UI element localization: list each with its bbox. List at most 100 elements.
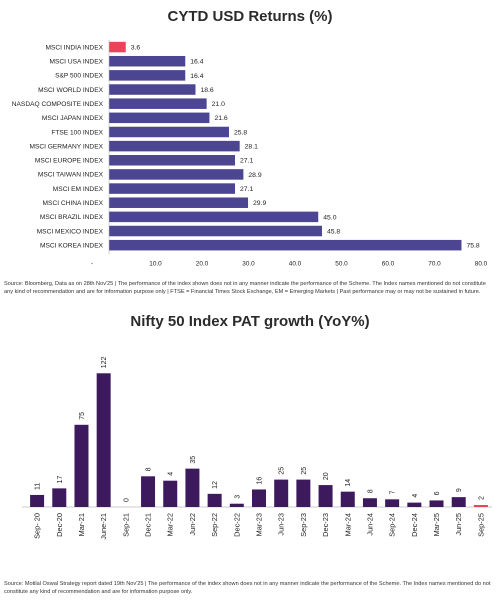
bar bbox=[109, 225, 322, 237]
data-label: 3.6 bbox=[131, 44, 141, 51]
x-tick-label: Jun-24 bbox=[365, 513, 374, 536]
bar bbox=[429, 500, 444, 507]
x-tick-label: Sep-23 bbox=[299, 513, 308, 537]
data-label: 16.4 bbox=[190, 59, 203, 66]
x-tick-label: 10.0 bbox=[149, 260, 162, 267]
x-tick-label: Jun-23 bbox=[277, 513, 286, 536]
category-label: MSCI TAIWAN INDEX bbox=[38, 172, 104, 179]
bar bbox=[229, 503, 244, 507]
bar bbox=[109, 70, 186, 81]
category-label: MSCI KOREA INDEX bbox=[40, 242, 104, 249]
x-tick-label: Mar-21 bbox=[77, 513, 86, 536]
data-label: 12 bbox=[212, 481, 219, 489]
x-tick-label: Dec-24 bbox=[410, 513, 419, 537]
returns-chart-source-note: Source: Bloomberg, Data as on 28th Nov'2… bbox=[4, 281, 486, 295]
data-label: 18.6 bbox=[200, 87, 213, 94]
data-label: 29.9 bbox=[253, 200, 266, 207]
category-label: MSCI JAPAN INDEX bbox=[42, 115, 104, 122]
bar bbox=[451, 497, 466, 507]
bar bbox=[362, 498, 377, 507]
category-label: NASDAQ COMPOSITE INDEX bbox=[12, 101, 104, 108]
bar bbox=[296, 479, 311, 507]
data-label: 75.8 bbox=[466, 243, 479, 250]
bar bbox=[141, 476, 156, 507]
bar bbox=[109, 140, 240, 152]
x-tick-label: Dec-21 bbox=[144, 513, 153, 537]
category-label: MSCI GERMANY INDEX bbox=[29, 143, 103, 150]
bar bbox=[109, 41, 126, 53]
returns-chart-title: CYTD USD Returns (%) bbox=[167, 8, 333, 25]
bar bbox=[318, 485, 333, 507]
x-tick-label: Dec-23 bbox=[321, 513, 330, 537]
data-label: 21.0 bbox=[212, 101, 225, 108]
bar bbox=[407, 502, 422, 507]
data-label: 28.1 bbox=[245, 144, 258, 151]
bar bbox=[52, 488, 67, 507]
x-tick-label: 80.0 bbox=[475, 260, 488, 267]
data-label: 45.0 bbox=[323, 214, 336, 221]
bar bbox=[109, 112, 210, 124]
x-tick-label: Dec-20 bbox=[55, 513, 64, 537]
bar bbox=[109, 98, 207, 109]
bar bbox=[109, 239, 462, 251]
x-tick-label: Mar-24 bbox=[343, 513, 352, 536]
pat-chart-source-note: Source: Motilal Oswal Strategy report da… bbox=[4, 581, 491, 595]
data-label: 4 bbox=[412, 494, 419, 498]
data-label: 9 bbox=[456, 488, 463, 492]
data-label: 122 bbox=[101, 357, 108, 369]
category-label: MSCI EM INDEX bbox=[53, 186, 104, 193]
x-tick-label: Sep-25 bbox=[476, 513, 485, 537]
category-label: FTSE 100 INDEX bbox=[51, 129, 103, 136]
bar bbox=[274, 479, 289, 507]
bar bbox=[74, 424, 89, 507]
data-label: 8 bbox=[367, 489, 374, 493]
data-label: 45.8 bbox=[327, 228, 340, 235]
data-label: 14 bbox=[345, 479, 352, 487]
data-label: 25.8 bbox=[234, 129, 247, 136]
x-tick-label: Sep-21 bbox=[121, 513, 130, 537]
bar bbox=[207, 493, 222, 507]
data-label: 75 bbox=[79, 412, 86, 420]
data-label: 11 bbox=[35, 483, 42, 490]
category-label: MSCI USA INDEX bbox=[50, 59, 104, 66]
x-tick-label: June-21 bbox=[99, 513, 108, 540]
bar bbox=[30, 494, 45, 507]
bar bbox=[473, 505, 488, 507]
data-label: 21.6 bbox=[214, 115, 227, 122]
data-label: 20 bbox=[323, 472, 330, 480]
data-label: 27.1 bbox=[240, 158, 253, 165]
x-tick-label: Mar-22 bbox=[166, 513, 175, 536]
data-label: 3 bbox=[234, 495, 241, 499]
x-tick-label: - bbox=[91, 260, 93, 267]
bar bbox=[96, 373, 111, 507]
data-label: 7 bbox=[390, 490, 397, 494]
x-tick-label: 20.0 bbox=[196, 260, 209, 267]
data-label: 27.1 bbox=[240, 186, 253, 193]
category-label: MSCI EUROPE INDEX bbox=[35, 158, 104, 165]
returns-bar-chart: MSCI INDIA INDEX 3.6 MSCI USA INDEX 16.4 S&P… bbox=[12, 40, 488, 267]
x-tick-label: 50.0 bbox=[335, 260, 348, 267]
data-label: 2 bbox=[478, 496, 485, 500]
x-tick-label: Mar-23 bbox=[255, 513, 264, 536]
bar bbox=[109, 197, 249, 208]
category-label: MSCI INDIA INDEX bbox=[45, 44, 103, 51]
x-tick-label: Dec-22 bbox=[232, 513, 241, 537]
data-label: 0 bbox=[123, 498, 130, 502]
x-tick-label: Jun-25 bbox=[454, 513, 463, 536]
bar bbox=[252, 489, 266, 507]
x-tick-label: Mar-25 bbox=[432, 513, 441, 536]
data-label: 4 bbox=[168, 472, 175, 476]
category-label: MSCI MEXICO INDEX bbox=[37, 228, 104, 235]
data-label: 16 bbox=[257, 477, 264, 485]
x-tick-label: Sep-24 bbox=[388, 513, 397, 537]
x-tick-label: 70.0 bbox=[428, 260, 441, 267]
x-tick-label: 60.0 bbox=[382, 260, 395, 267]
bar bbox=[109, 155, 236, 166]
bar bbox=[109, 211, 319, 223]
category-label: MSCI WORLD INDEX bbox=[38, 87, 103, 94]
data-label: 25 bbox=[279, 467, 286, 475]
bar bbox=[163, 480, 178, 507]
bar bbox=[340, 491, 355, 507]
x-tick-label: Jun-22 bbox=[188, 513, 197, 536]
